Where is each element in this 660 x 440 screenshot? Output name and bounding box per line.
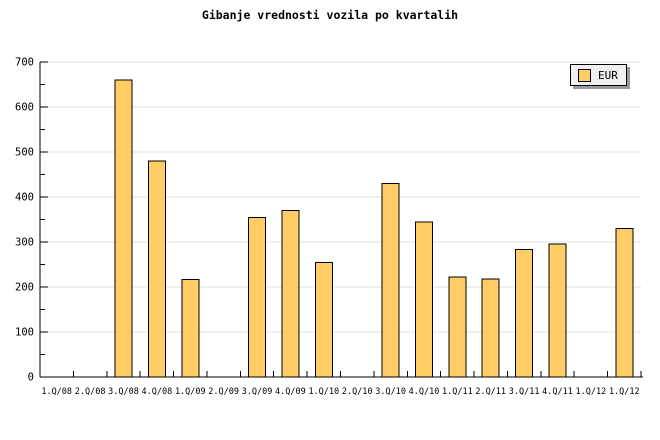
- x-tick-label: 4.Q/09: [275, 387, 306, 397]
- bar: [548, 243, 567, 378]
- bar: [615, 228, 634, 378]
- bar: [515, 249, 534, 378]
- x-tick-label: 3.Q/11: [509, 387, 540, 397]
- legend-label-eur: EUR: [598, 68, 618, 82]
- x-tick-label: 1.Q/12: [609, 387, 640, 397]
- x-tick-label: 1.Q/10: [308, 387, 339, 397]
- bar: [248, 216, 266, 378]
- x-tick-label: 1.Q/09: [175, 387, 206, 397]
- bar: [114, 79, 133, 378]
- bar: [147, 160, 166, 378]
- y-tick-label: 0: [28, 372, 34, 384]
- bar: [181, 278, 200, 378]
- y-tick-label: 500: [15, 147, 34, 159]
- x-tick-label: 1.Q/12: [576, 387, 607, 397]
- x-tick-label: 2.Q/11: [475, 387, 506, 397]
- bar: [448, 276, 467, 378]
- x-tick-label: 3.Q/10: [375, 387, 406, 397]
- y-tick-label: 400: [15, 192, 34, 204]
- bar: [481, 278, 500, 378]
- x-tick-label: 4.Q/11: [542, 387, 573, 397]
- y-tick-label: 600: [15, 102, 34, 114]
- y-tick-label: 700: [15, 57, 34, 69]
- x-tick-label: 3.Q/08: [108, 387, 139, 397]
- x-tick-label: 1.Q/11: [442, 387, 473, 397]
- bar: [281, 210, 300, 378]
- x-tick-label: 2.Q/10: [342, 387, 373, 397]
- x-tick-label: 4.Q/10: [409, 387, 440, 397]
- y-tick-label: 200: [15, 282, 34, 294]
- legend-swatch-eur: [578, 68, 591, 82]
- x-tick-label: 2.Q/09: [208, 387, 239, 397]
- legend: EUR: [570, 64, 627, 86]
- y-tick-label: 100: [15, 327, 34, 339]
- x-tick-label: 2.Q/08: [75, 387, 106, 397]
- bar: [381, 183, 400, 378]
- bar: [314, 261, 333, 378]
- x-tick-label: 1.Q/08: [41, 387, 72, 397]
- x-tick-label: 4.Q/08: [142, 387, 173, 397]
- y-tick-label: 300: [15, 237, 34, 249]
- bar: [415, 221, 433, 378]
- x-tick-label: 3.Q/09: [242, 387, 273, 397]
- chart-title: Gibanje vrednosti vozila po kvartalih: [201, 8, 459, 22]
